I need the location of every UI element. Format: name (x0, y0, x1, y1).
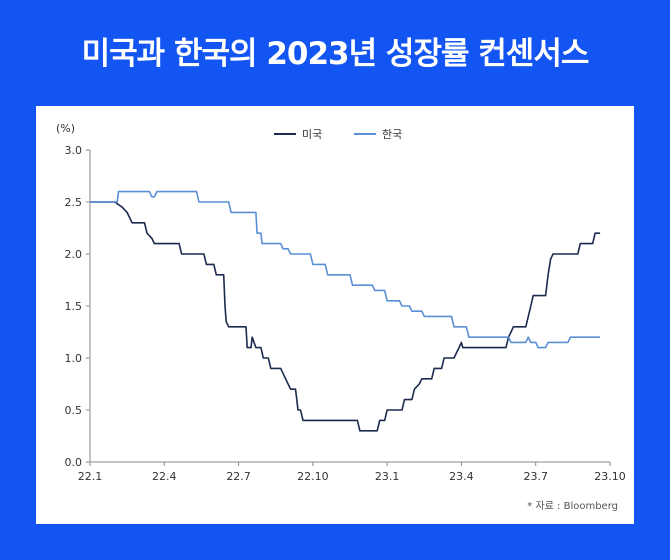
page-title: 미국과 한국의 2023년 성장률 컨센서스 (81, 36, 590, 72)
y-tick-label: 1.0 (65, 352, 83, 365)
chart-panel: 0.0 0.5 1.0 1.5 2.0 2.5 3.0 (%) 22.1 22.4 22.7 22.1… (36, 106, 634, 524)
x-tick-label: 23.4 (449, 470, 474, 483)
source-note: * 자료 : Bloomberg (527, 501, 618, 512)
series-line-us (90, 201, 601, 432)
x-tick-label: 22.1 (78, 470, 103, 483)
x-tick-label: 22.7 (226, 470, 251, 483)
y-tick-label: 3.0 (65, 144, 83, 157)
x-tick-label: 23.7 (523, 470, 548, 483)
x-tick-label: 22.4 (152, 470, 177, 483)
x-tick-label: 23.10 (594, 470, 626, 483)
y-tick-label: 0.0 (65, 456, 83, 469)
y-tick-label: 2.5 (65, 196, 83, 209)
growth-consensus-chart: 0.0 0.5 1.0 1.5 2.0 2.5 3.0 (%) 22.1 22.4 22.7 22.1… (56, 122, 626, 483)
x-tick-label: 23.1 (375, 470, 400, 483)
y-tick-label: 0.5 (65, 404, 83, 417)
y-tick-label: 2.0 (65, 248, 83, 261)
legend-label-korea: 한국 (382, 128, 402, 141)
y-axis-unit: (%) (56, 122, 75, 135)
legend-label-us: 미국 (302, 128, 322, 141)
x-tick-label: 22.10 (297, 470, 329, 483)
series-line-korea (90, 190, 601, 349)
y-tick-label: 1.5 (65, 300, 83, 313)
